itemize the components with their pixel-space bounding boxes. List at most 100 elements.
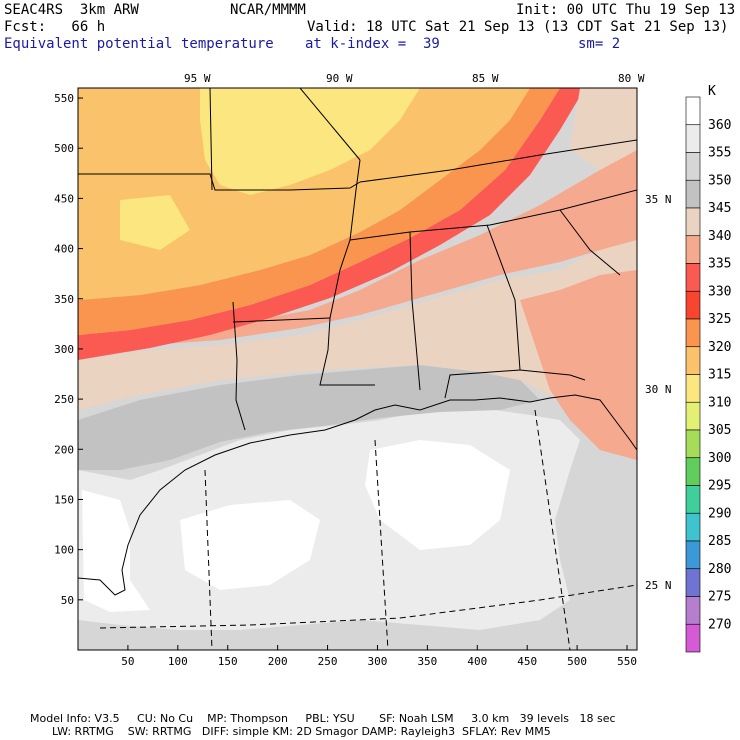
x-tick-label: 200 [268,655,288,668]
colorbar-level-label: 290 [708,506,731,521]
colorbar-swatch [685,346,701,375]
organization-label: NCAR/MMMM [230,2,306,18]
y-tick-label: 450 [54,192,74,205]
gulf-coastline [78,394,637,596]
colorbar-swatch [685,540,701,570]
y-tick-label: 50 [61,594,74,607]
colorbar-level-label: 335 [708,257,731,272]
lon-labels: 95 W 90 W 85 W 80 W [184,72,645,85]
lat-label: 25 N [645,579,672,592]
x-tick-label: 150 [218,655,238,668]
axis-ticks: 50 100 150 200 250 300 350 400 450 500 550 50 100 150… [54,92,637,668]
colorbar-swatch [685,457,701,486]
lat-labels: 35 N 30 N 25 N [645,193,672,592]
field-315-area [78,88,530,300]
x-tick-label: 300 [368,655,388,668]
colorbar-level-label: 285 [708,534,731,549]
x-tick-label: 450 [517,655,537,668]
valid-time: Valid: 18 UTC Sat 21 Sep 13 (13 CDT Sat … [307,19,729,35]
colorbar-swatch [685,568,701,597]
y-tick-label: 150 [54,493,74,506]
field-330-band [78,88,585,360]
field-320-band [78,88,560,335]
lat-label: 30 N [645,383,672,396]
colorbar-swatch [685,512,701,542]
y-tick-label: 100 [54,544,74,557]
colorbar-swatch [685,207,701,237]
colorbar-swatch [685,290,701,320]
x-tick-label: 250 [318,655,338,668]
colorbar-level-label: 270 [708,617,731,632]
colorbar-unit: K [708,84,716,99]
state-line-tx-la [232,301,246,431]
state-line-ms-river [319,159,375,386]
field-gulf-white-2 [180,500,320,590]
colorbar-level-label: 295 [708,479,731,494]
colorbar-swatch [685,401,701,431]
lat-label: 35 N [645,193,672,206]
lon-label: 95 W [184,72,211,85]
y-tick-label: 350 [54,293,74,306]
y-tick-label: 300 [54,343,74,356]
y-tick-label: 550 [54,92,74,105]
colorbar-swatch [685,96,701,126]
field-gulf-white-1 [82,490,150,612]
x-tick-label: 350 [417,655,437,668]
state-line-ar-la [232,317,331,323]
meridian-95w [204,469,213,650]
y-tick-label: 500 [54,142,74,155]
colorbar-swatch [685,263,701,292]
colorbar-level-label: 320 [708,340,731,355]
x-tick-label: 100 [168,655,188,668]
state-line-mo-ar [299,88,361,161]
colorbar-level-label: 350 [708,173,731,188]
colorbar: K 360 355 350 345 340 335 330 325 320 315 310 305 300… [685,84,731,653]
init-time: Init: 00 UTC Thu 19 Sep 13 [516,2,736,18]
colorbar-level-label: 275 [708,590,731,605]
colorbar-swatch [685,179,701,209]
footer-line-1: Model Info: V3.5 CU: No Cu MP: Thompson … [30,712,616,725]
colorbar-level-label: 310 [708,395,731,410]
forecast-hour: Fcst: 66 h [4,19,106,35]
state-line-ga-fl [519,369,586,381]
field-340-band [78,230,637,420]
field-310-patch [200,88,420,195]
colorbar-swatch [685,235,701,264]
meridian-90w [374,439,389,650]
map-figure: 95 W 90 W 85 W 80 W 35 N 30 N 25 N 50 100… [54,72,731,668]
state-line-tx-ok [78,173,361,191]
parallel-25n [99,584,637,629]
colorbar-swatch [685,318,701,348]
x-tick-label: 550 [617,655,637,668]
x-tick-label: 500 [567,655,587,668]
y-tick-label: 250 [54,393,74,406]
state-line-ok-ar [209,88,213,191]
colorbar-swatch [685,429,701,459]
x-tick-label: 400 [467,655,487,668]
field-gulf-white-3 [365,440,510,550]
footer-line-2: LW: RRTMG SW: RRTMG DIFF: simple KM: 2D … [52,725,551,738]
colorbar-swatch [685,374,701,403]
smoothing-label: sm= 2 [578,36,621,52]
y-tick-label: 200 [54,443,74,456]
lon-label: 85 W [472,72,499,85]
state-line-tn-north [359,139,637,183]
plot-frame [77,87,638,651]
colorbar-swatch [685,124,701,153]
y-tick-label: 400 [54,243,74,256]
field-335-band [78,150,637,352]
field-310-patch-west [120,195,190,250]
state-line-tn-south [349,189,637,241]
meridian-85w [534,409,571,650]
colorbar-swatch [685,623,701,653]
theta-e-field [78,88,637,650]
colorbar-swatch [685,596,701,625]
x-tick-label: 50 [121,655,134,668]
model-title: SEAC4RS 3km ARW [4,2,139,18]
graticule [99,409,637,650]
field-name: Equivalent potential temperature [4,36,274,52]
colorbar-level-label: 340 [708,229,731,244]
colorbar-level-label: 300 [708,451,731,466]
colorbar-level-label: 360 [708,118,731,133]
boundaries [78,88,637,596]
